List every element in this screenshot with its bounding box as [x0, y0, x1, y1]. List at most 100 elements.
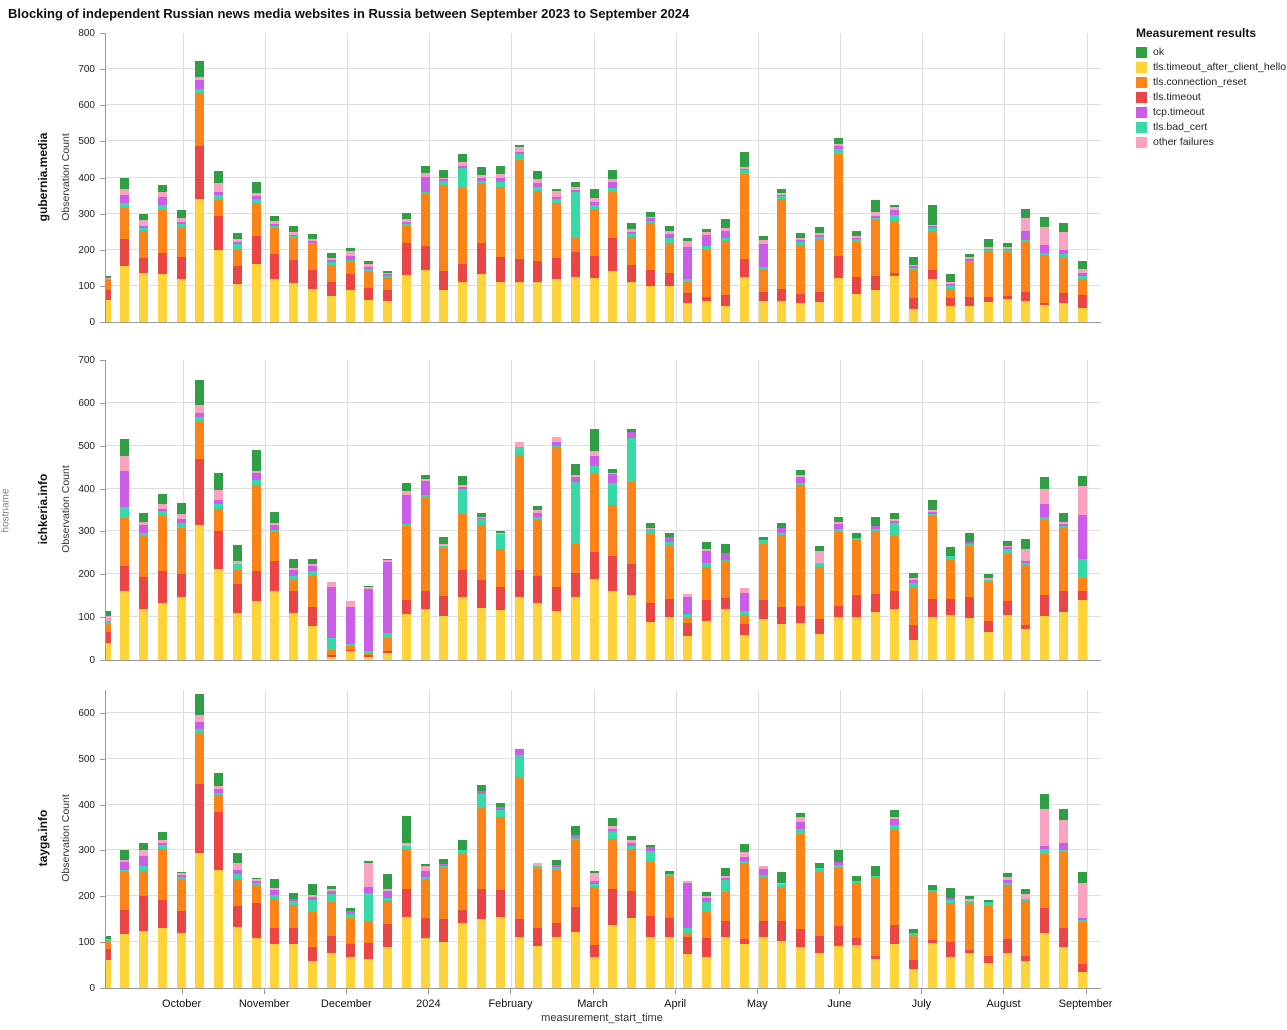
stacked-bar-tayga.info-1[interactable] — [120, 850, 130, 988]
stacked-bar-tayga.info-36[interactable] — [777, 871, 787, 988]
stacked-bar-ichkeria.info-28[interactable] — [627, 428, 637, 660]
stacked-bar-gubernia.media-2[interactable] — [139, 213, 149, 322]
stacked-bar-ichkeria.info-29[interactable] — [645, 522, 655, 660]
stacked-bar-ichkeria.info-5[interactable] — [195, 380, 205, 660]
stacked-bar-gubernia.media-1[interactable] — [120, 177, 130, 322]
stacked-bar-tayga.info-17[interactable] — [420, 863, 430, 988]
stacked-bar-gubernia.media-22[interactable] — [514, 145, 524, 322]
stacked-bar-gubernia.media-35[interactable] — [758, 236, 768, 322]
stacked-bar-gubernia.media-8[interactable] — [251, 181, 261, 322]
stacked-bar-tayga.info-26[interactable] — [589, 870, 599, 988]
stacked-bar-tayga.info-51[interactable] — [1058, 809, 1068, 988]
stacked-bar-ichkeria.info-7[interactable] — [232, 545, 242, 660]
stacked-bar-tayga.info-3[interactable] — [157, 831, 167, 988]
stacked-bar-gubernia.media-51[interactable] — [1058, 223, 1068, 322]
stacked-bar-ichkeria.info-9[interactable] — [270, 512, 280, 660]
stacked-bar-gubernia.media-13[interactable] — [345, 247, 355, 322]
stacked-bar-ichkeria.info-50[interactable] — [1040, 477, 1050, 660]
stacked-bar-ichkeria.info-0[interactable] — [106, 611, 111, 660]
stacked-bar-ichkeria.info-14[interactable] — [364, 585, 374, 660]
stacked-bar-ichkeria.info-49[interactable] — [1021, 538, 1031, 660]
stacked-bar-tayga.info-23[interactable] — [533, 862, 543, 988]
stacked-bar-tayga.info-43[interactable] — [908, 929, 918, 988]
stacked-bar-gubernia.media-19[interactable] — [458, 154, 468, 322]
stacked-bar-ichkeria.info-26[interactable] — [589, 429, 599, 660]
stacked-bar-ichkeria.info-48[interactable] — [1002, 540, 1012, 660]
stacked-bar-ichkeria.info-42[interactable] — [889, 513, 899, 660]
stacked-bar-ichkeria.info-17[interactable] — [420, 475, 430, 660]
stacked-bar-ichkeria.info-11[interactable] — [308, 559, 317, 660]
stacked-bar-tayga.info-15[interactable] — [383, 873, 393, 988]
stacked-bar-tayga.info-12[interactable] — [326, 885, 336, 988]
stacked-bar-gubernia.media-36[interactable] — [777, 188, 787, 322]
stacked-bar-gubernia.media-28[interactable] — [627, 223, 637, 322]
stacked-bar-gubernia.media-10[interactable] — [289, 226, 299, 322]
stacked-bar-gubernia.media-20[interactable] — [476, 167, 486, 322]
stacked-bar-gubernia.media-50[interactable] — [1040, 217, 1050, 322]
stacked-bar-tayga.info-6[interactable] — [214, 772, 224, 988]
stacked-bar-gubernia.media-49[interactable] — [1021, 208, 1031, 322]
stacked-bar-tayga.info-39[interactable] — [833, 850, 843, 988]
stacked-bar-ichkeria.info-30[interactable] — [664, 532, 674, 660]
stacked-bar-gubernia.media-16[interactable] — [401, 212, 411, 322]
stacked-bar-tayga.info-10[interactable] — [289, 892, 299, 988]
stacked-bar-tayga.info-41[interactable] — [871, 866, 881, 988]
stacked-bar-gubernia.media-41[interactable] — [871, 200, 881, 322]
stacked-bar-ichkeria.info-40[interactable] — [852, 532, 862, 660]
stacked-bar-tayga.info-44[interactable] — [927, 885, 937, 988]
stacked-bar-gubernia.media-39[interactable] — [833, 137, 843, 322]
stacked-bar-ichkeria.info-34[interactable] — [739, 588, 749, 660]
stacked-bar-ichkeria.info-2[interactable] — [139, 513, 149, 660]
stacked-bar-gubernia.media-32[interactable] — [702, 228, 712, 322]
stacked-bar-tayga.info-14[interactable] — [364, 860, 374, 988]
stacked-bar-gubernia.media-31[interactable] — [683, 238, 693, 322]
stacked-bar-tayga.info-50[interactable] — [1040, 794, 1050, 988]
stacked-bar-gubernia.media-4[interactable] — [176, 210, 186, 322]
stacked-bar-ichkeria.info-13[interactable] — [345, 600, 355, 660]
stacked-bar-gubernia.media-25[interactable] — [570, 181, 580, 322]
stacked-bar-gubernia.media-6[interactable] — [214, 170, 224, 322]
stacked-bar-ichkeria.info-8[interactable] — [251, 450, 261, 660]
stacked-bar-gubernia.media-38[interactable] — [814, 227, 824, 322]
stacked-bar-ichkeria.info-33[interactable] — [721, 544, 731, 660]
stacked-bar-ichkeria.info-18[interactable] — [439, 537, 449, 660]
stacked-bar-tayga.info-40[interactable] — [852, 876, 862, 988]
stacked-bar-tayga.info-18[interactable] — [439, 859, 449, 988]
stacked-bar-gubernia.media-27[interactable] — [608, 170, 618, 322]
stacked-bar-ichkeria.info-31[interactable] — [683, 593, 693, 660]
stacked-bar-gubernia.media-47[interactable] — [983, 238, 993, 322]
stacked-bar-ichkeria.info-15[interactable] — [383, 558, 393, 660]
stacked-bar-tayga.info-32[interactable] — [702, 891, 712, 988]
stacked-bar-gubernia.media-37[interactable] — [796, 232, 806, 322]
stacked-bar-tayga.info-21[interactable] — [495, 803, 505, 988]
stacked-bar-tayga.info-46[interactable] — [965, 896, 975, 988]
stacked-bar-gubernia.media-15[interactable] — [383, 270, 393, 322]
stacked-bar-ichkeria.info-4[interactable] — [176, 502, 186, 660]
stacked-bar-tayga.info-22[interactable] — [514, 749, 524, 988]
stacked-bar-tayga.info-33[interactable] — [721, 868, 731, 988]
stacked-bar-ichkeria.info-6[interactable] — [214, 473, 224, 660]
stacked-bar-ichkeria.info-36[interactable] — [777, 522, 787, 660]
stacked-bar-ichkeria.info-39[interactable] — [833, 517, 843, 660]
stacked-bar-ichkeria.info-19[interactable] — [458, 475, 468, 660]
stacked-bar-gubernia.media-43[interactable] — [908, 257, 918, 322]
stacked-bar-gubernia.media-33[interactable] — [721, 219, 731, 322]
stacked-bar-gubernia.media-29[interactable] — [645, 211, 655, 322]
stacked-bar-gubernia.media-52[interactable] — [1077, 260, 1087, 322]
stacked-bar-tayga.info-9[interactable] — [270, 879, 280, 988]
stacked-bar-ichkeria.info-47[interactable] — [983, 573, 993, 660]
stacked-bar-tayga.info-28[interactable] — [627, 835, 637, 988]
stacked-bar-ichkeria.info-51[interactable] — [1058, 512, 1068, 660]
stacked-bar-gubernia.media-3[interactable] — [157, 184, 167, 322]
stacked-bar-tayga.info-2[interactable] — [139, 842, 149, 988]
stacked-bar-gubernia.media-48[interactable] — [1002, 242, 1012, 322]
stacked-bar-gubernia.media-40[interactable] — [852, 230, 862, 322]
stacked-bar-ichkeria.info-32[interactable] — [702, 541, 712, 660]
stacked-bar-ichkeria.info-41[interactable] — [871, 517, 881, 660]
stacked-bar-gubernia.media-23[interactable] — [533, 171, 543, 322]
stacked-bar-tayga.info-5[interactable] — [195, 693, 205, 988]
stacked-bar-gubernia.media-5[interactable] — [195, 60, 205, 322]
stacked-bar-ichkeria.info-46[interactable] — [965, 532, 975, 660]
stacked-bar-ichkeria.info-20[interactable] — [476, 512, 486, 660]
stacked-bar-tayga.info-0[interactable] — [106, 936, 111, 988]
